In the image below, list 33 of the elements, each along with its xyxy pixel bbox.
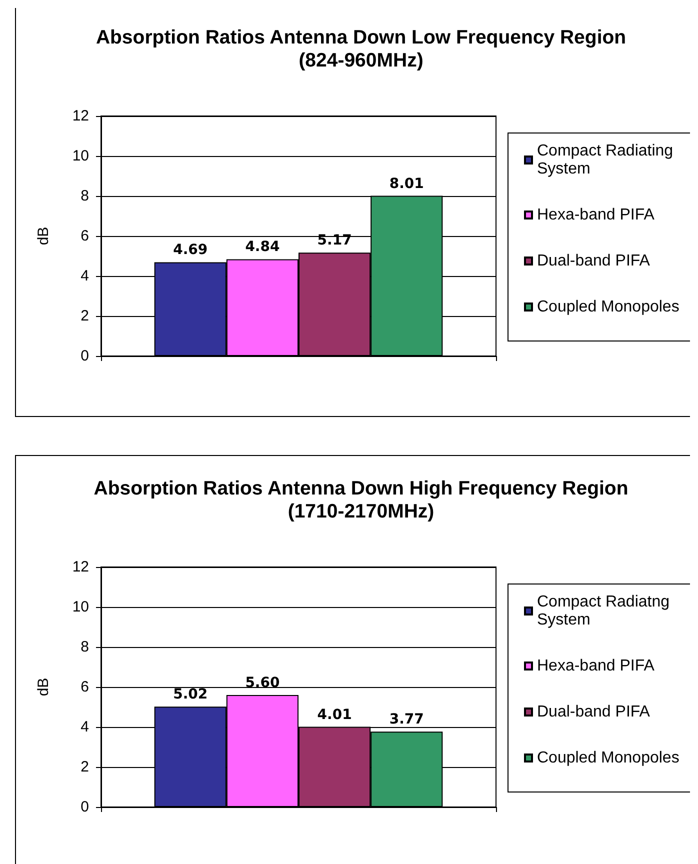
- y-tick-label: 10: [72, 598, 89, 616]
- y-axis-title: dB: [35, 678, 52, 696]
- data-label: 5.60: [245, 675, 280, 691]
- legend-label: Hexa-band PIFA: [537, 206, 655, 224]
- y-tick-label: 0: [80, 798, 89, 816]
- y-axis-title: dB: [35, 226, 52, 246]
- y-tick-label: 4: [80, 268, 89, 284]
- data-label: 5.02: [173, 686, 208, 703]
- chart-title: Absorption Ratios Antenna Down Low Frequency Region (824-960MHz): [96, 26, 626, 72]
- data-label: 8.01: [389, 176, 424, 192]
- data-label: 4.01: [317, 706, 352, 723]
- y-tick-label: 8: [80, 188, 89, 204]
- legend-label: Dual-band PIFA: [537, 252, 650, 270]
- legend-label: Compact Radiatng System: [537, 594, 674, 628]
- y-tick-label: 4: [80, 718, 89, 736]
- y-tick-label: 2: [80, 758, 89, 776]
- y-tick-label: 6: [80, 678, 89, 696]
- chart-title: Absorption Ratios Antenna Down High Frequency Region (1710-2170MHz): [94, 478, 628, 522]
- y-tick-label: 6: [80, 228, 89, 244]
- legend-label: Compact Radiating System: [537, 142, 678, 178]
- legend-label: Dual-band PIFA: [537, 704, 650, 720]
- data-label: 4.69: [173, 242, 208, 258]
- y-tick-label: 12: [72, 108, 89, 124]
- legend-label: Coupled Monopoles: [537, 298, 680, 316]
- y-tick-label: 0: [80, 348, 89, 364]
- legend-label: Coupled Monopoles: [537, 750, 680, 766]
- y-tick-label: 8: [80, 638, 89, 656]
- legend-label: Hexa-band PIFA: [537, 658, 655, 674]
- data-label: 3.77: [389, 712, 424, 728]
- y-tick-label: 2: [80, 308, 89, 324]
- y-tick-label: 12: [72, 558, 89, 576]
- data-label: 4.84: [245, 239, 280, 256]
- y-tick-label: 10: [72, 148, 89, 164]
